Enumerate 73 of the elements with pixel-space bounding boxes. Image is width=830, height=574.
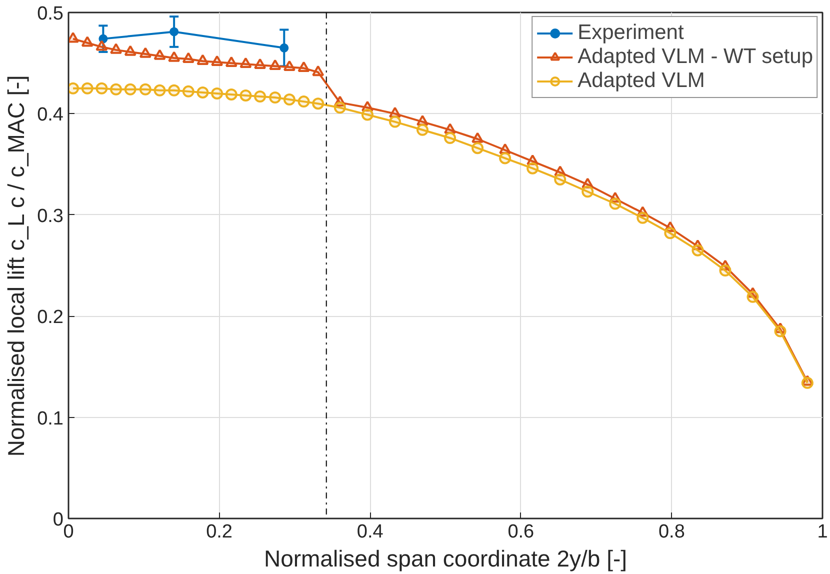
y-tick-label: 0.5 [37,4,64,24]
point [444,132,456,144]
point [110,83,122,96]
point [124,45,136,56]
x-tick-label: 0.4 [356,522,384,542]
point [110,43,122,54]
point [154,84,166,96]
point [499,152,512,164]
point [96,82,108,94]
point [746,290,759,303]
point [211,87,224,100]
point [298,61,310,72]
point [283,94,296,106]
point [254,90,266,102]
point [211,55,224,66]
point [312,98,324,110]
point [168,84,180,96]
y-tick-label: 0.2 [37,307,64,328]
point [182,52,194,63]
point [139,83,152,96]
point [168,51,180,62]
point [182,85,194,98]
point [81,36,94,47]
point [68,82,80,94]
point [298,96,310,108]
point [139,47,152,58]
point [81,82,94,94]
point [472,142,484,154]
point [269,59,282,70]
x-tick-label: 1 [817,522,828,542]
point [719,264,732,277]
point [170,27,179,36]
point [280,43,289,52]
legend-label: Experiment [578,21,684,45]
x-tick-label: 0.2 [206,522,233,542]
point [801,376,814,389]
point [692,244,704,256]
x-axis-title: Normalised span coordinate 2y/b [-] [264,546,628,572]
y-tick-label: 0.4 [37,104,64,126]
point [312,65,324,76]
point [96,40,108,51]
point [225,56,238,67]
point [283,60,296,72]
point [98,34,108,44]
point [526,162,539,174]
point [388,116,401,128]
y-tick-label: 0.3 [37,206,64,227]
point [636,212,649,224]
point [664,227,676,240]
point [225,88,238,100]
y-tick-label: 0.1 [37,408,64,430]
legend-label: Adapted VLM - WT setup [578,45,813,69]
point [269,92,282,104]
x-tick-label: 0.8 [658,522,685,542]
point [361,108,374,121]
point [154,49,166,60]
point [472,132,484,143]
x-tick-label: 0.6 [508,522,534,542]
point [334,102,346,114]
point [554,173,566,186]
y-axis-title: Normalised local lift c_L c / c_MAC [-] [3,75,30,457]
point [254,58,266,70]
point [124,83,136,96]
legend-label: Adapted VLM [578,69,705,93]
point [68,32,80,43]
point [240,57,252,68]
point [609,198,622,210]
point [196,54,209,65]
point [774,325,786,338]
point [416,124,429,136]
point [196,86,209,98]
point [582,186,594,198]
point [240,89,252,102]
